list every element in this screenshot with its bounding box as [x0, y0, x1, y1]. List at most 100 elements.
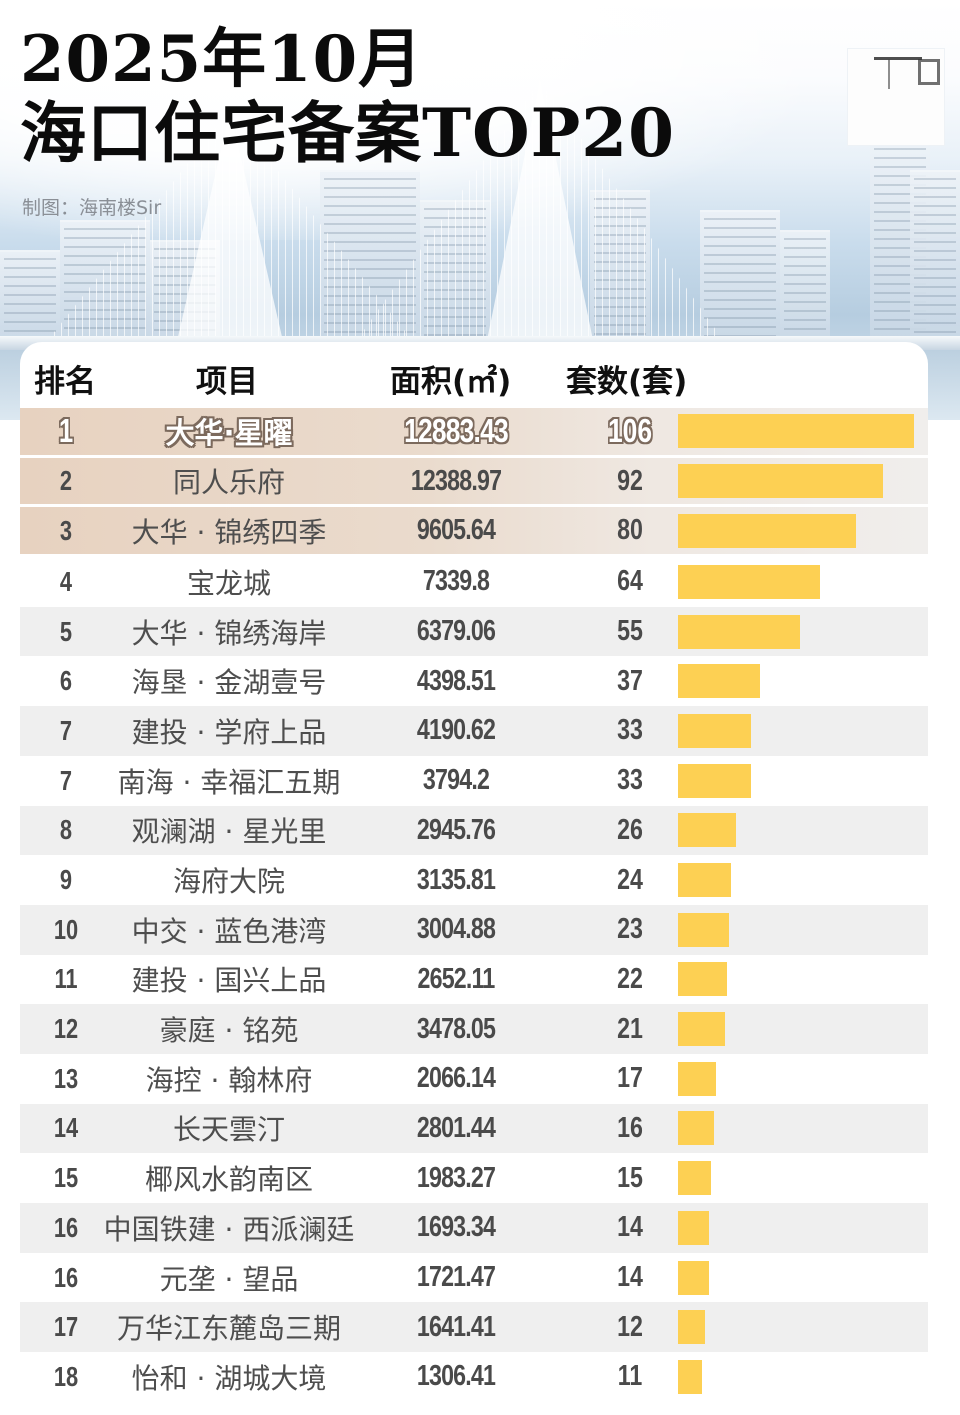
units-cell: 14	[617, 1211, 643, 1244]
table-row: 6 海垦 · 金湖壹号 4398.51 37	[20, 656, 928, 706]
area-cell: 9605.64	[416, 514, 496, 547]
project-name-cell: 大华·星曜	[165, 416, 293, 451]
units-cell: 11	[617, 1360, 643, 1393]
bar-container	[678, 408, 914, 455]
chart-credit: 制图：海南楼Sir	[22, 197, 162, 219]
units-cell: 17	[617, 1062, 643, 1095]
rank-cell: 15	[53, 1162, 79, 1194]
building-image	[910, 170, 960, 360]
units-cell: 15	[617, 1161, 643, 1194]
units-cell: 12	[617, 1310, 643, 1343]
table-row: 14 长天雲汀 2801.44 16	[20, 1103, 928, 1154]
area-cell: 1306.41	[416, 1360, 496, 1393]
units-cell: 23	[617, 913, 643, 946]
rank-cell: 13	[53, 1062, 79, 1094]
rank-cell: 1	[58, 412, 74, 450]
table-row: 16 中国铁建 · 西派澜廷 1693.34 14	[20, 1203, 928, 1253]
units-bar	[678, 962, 727, 997]
units-cell: 106	[607, 412, 653, 450]
bar-container	[678, 607, 800, 657]
bar-container	[678, 1104, 714, 1154]
bar-container	[678, 855, 731, 905]
column-header-area: 面积(㎡)	[390, 364, 512, 400]
rank-cell: 7	[59, 764, 73, 796]
bar-container	[678, 458, 883, 505]
bar-container	[678, 507, 856, 554]
area-cell: 3794.2	[422, 764, 490, 797]
table-row: 7 建投 · 学府上品 4190.62 33	[20, 706, 928, 756]
bar-container	[678, 1253, 709, 1303]
table-row: 2 同人乐府 12388.97 92	[20, 457, 928, 508]
table-row: 4 宝龙城 7339.8 64	[20, 557, 928, 607]
project-name-cell: 大华 · 锦绣海岸	[131, 616, 327, 650]
rank-cell: 18	[53, 1360, 79, 1392]
table-row: 8 观澜湖 · 星光里 2945.76 26	[20, 805, 928, 856]
ranking-table: 排名 项目 面积(㎡) 套数(套) 1 大华·星曜 12883.43 106 2 同人乐府…	[20, 342, 928, 1415]
units-cell: 14	[617, 1261, 643, 1294]
rank-cell: 9	[59, 864, 73, 896]
project-name-cell: 怡和 · 湖城大境	[131, 1361, 327, 1395]
table-row: 15 椰风水韵南区 1983.27 15	[20, 1153, 928, 1203]
area-cell: 4190.62	[416, 714, 496, 747]
area-cell: 3478.05	[416, 1012, 496, 1045]
project-name-cell: 长天雲汀	[172, 1113, 285, 1147]
area-cell: 2801.44	[416, 1111, 496, 1144]
rank-cell: 5	[59, 615, 73, 647]
area-cell: 1721.47	[416, 1261, 496, 1294]
units-bar	[678, 713, 751, 748]
project-name-cell: 宝龙城	[186, 566, 271, 600]
rank-cell: 17	[53, 1311, 79, 1343]
project-name-cell: 中国铁建 · 西派澜廷	[103, 1212, 355, 1246]
table-row: 10 中交 · 蓝色港湾 3004.88 23	[20, 904, 928, 955]
units-cell: 80	[617, 514, 643, 547]
bar-container	[678, 706, 751, 756]
bar-container	[678, 806, 736, 856]
units-bar	[678, 664, 760, 699]
units-cell: 24	[617, 863, 643, 896]
bar-container	[678, 756, 751, 806]
table-row: 13 海控 · 翰林府 2066.14 17	[20, 1054, 928, 1104]
bar-container	[678, 656, 760, 706]
rank-cell: 16	[53, 1261, 79, 1293]
area-cell: 2945.76	[416, 813, 496, 846]
rank-cell: 10	[53, 913, 79, 945]
column-header-units: 套数(套)	[566, 364, 688, 400]
project-name-cell: 海控 · 翰林府	[145, 1063, 313, 1097]
units-cell: 16	[617, 1111, 643, 1144]
area-cell: 2652.11	[417, 962, 496, 995]
rank-cell: 4	[59, 565, 73, 597]
bar-container	[678, 1153, 711, 1203]
rank-cell: 8	[59, 814, 73, 846]
units-bar	[678, 1260, 709, 1295]
area-cell: 7339.8	[422, 565, 490, 598]
bar-container	[678, 905, 729, 955]
table-header: 排名 项目 面积(㎡) 套数(套)	[20, 342, 928, 408]
rank-cell: 2	[59, 465, 73, 497]
project-name-cell: 海垦 · 金湖壹号	[131, 666, 327, 700]
project-name-cell: 中交 · 蓝色港湾	[131, 914, 327, 948]
units-bar	[678, 1111, 714, 1146]
units-cell: 92	[617, 464, 643, 497]
table-row: 1 大华·星曜 12883.43 106	[20, 408, 928, 458]
bridge-tower	[485, 80, 595, 350]
page-title-line1: 2025年10月	[20, 22, 424, 97]
table-row: 3 大华 · 锦绣四季 9605.64 80	[20, 507, 928, 558]
units-cell: 22	[617, 962, 643, 995]
bar-container	[678, 955, 727, 1005]
bar-container	[678, 1203, 709, 1253]
units-bar	[678, 1359, 702, 1394]
table-row: 7 南海 · 幸福汇五期 3794.2 33	[20, 756, 928, 806]
area-cell: 1693.34	[416, 1211, 496, 1244]
page-title-line2: 海口住宅备案TOP20	[20, 94, 676, 172]
units-cell: 64	[617, 565, 643, 598]
units-bar	[678, 464, 883, 499]
table-body: 1 大华·星曜 12883.43 106 2 同人乐府 12388.97 92 3 大华 · 锦绣…	[20, 408, 928, 1402]
units-cell: 33	[617, 764, 643, 797]
bar-container	[678, 1054, 716, 1104]
seal-stamp-icon	[847, 48, 945, 146]
project-name-cell: 海府大院	[172, 865, 285, 899]
units-cell: 37	[617, 664, 643, 697]
project-name-cell: 同人乐府	[172, 466, 285, 500]
rank-cell: 6	[59, 665, 73, 697]
units-cell: 55	[617, 615, 643, 648]
